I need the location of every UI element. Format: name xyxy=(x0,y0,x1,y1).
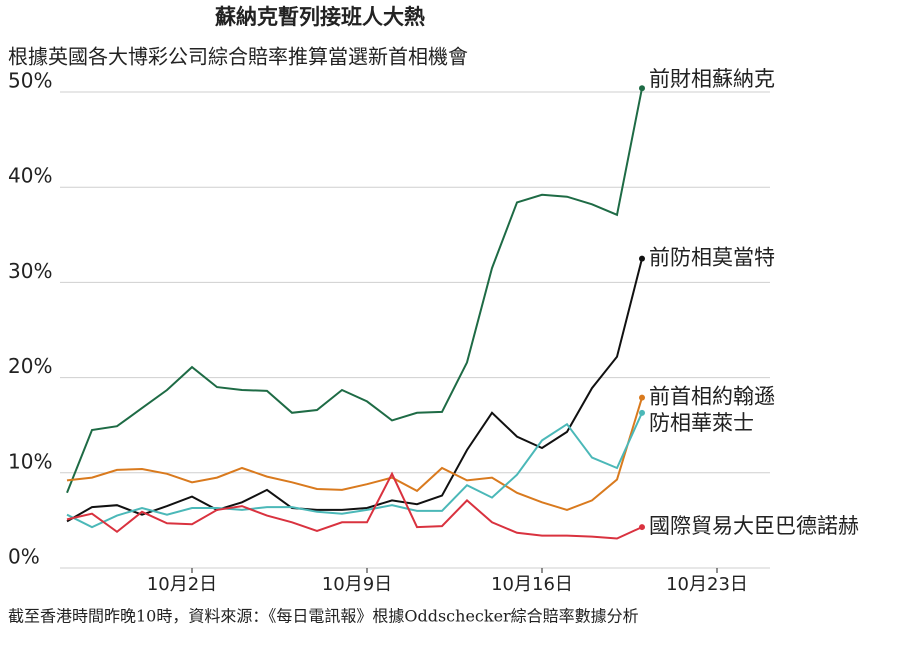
y-tick-label: 20% xyxy=(8,354,52,378)
x-tick-label: 10月16日 xyxy=(491,574,573,595)
legend-label: 前財相蘇納克 xyxy=(649,67,775,91)
legend-label: 防相華萊士 xyxy=(649,411,754,435)
series-line xyxy=(66,258,643,523)
legend-label: 國際貿易大臣巴德諾赫 xyxy=(649,514,859,538)
x-tick-label: 10月9日 xyxy=(322,574,392,595)
footnote: 截至香港時間昨晚10時，資料來源：《每日電訊報》根據Oddschecker綜合賠… xyxy=(8,607,639,626)
y-tick-label: 30% xyxy=(8,259,52,283)
series-line xyxy=(66,88,643,494)
legend-label: 前防相莫當特 xyxy=(649,246,775,270)
end-dot xyxy=(639,394,645,401)
y-tick-label: 50% xyxy=(8,69,52,93)
x-tick-label: 10月2日 xyxy=(147,574,217,595)
y-tick-label: 40% xyxy=(8,164,52,188)
series-line xyxy=(66,397,643,511)
x-tick-label: 10月23日 xyxy=(666,574,748,595)
end-dot xyxy=(639,85,645,92)
chart-subtitle: 根據英國各大博彩公司綜合賠率推算當選新首相機會 xyxy=(8,45,468,69)
chart-title: 蘇納克暫列接班人大熱 xyxy=(214,5,425,29)
series-line xyxy=(66,412,643,529)
legend-label: 前首相約翰遜 xyxy=(649,385,775,409)
y-tick-label: 10% xyxy=(8,449,52,473)
end-dot xyxy=(639,409,645,416)
end-dot xyxy=(639,255,645,262)
end-dot xyxy=(639,524,645,531)
y-tick-label: 0% xyxy=(8,545,40,569)
series-line xyxy=(66,471,643,540)
